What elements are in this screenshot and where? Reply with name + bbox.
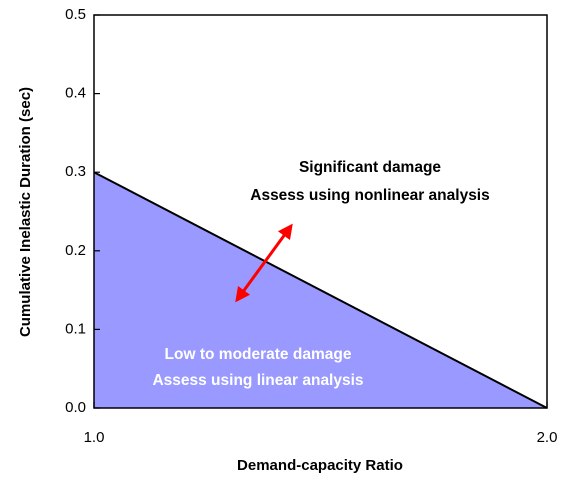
annotation: Assess using nonlinear analysis: [250, 187, 490, 204]
y-tick-label: 0.1: [65, 320, 86, 337]
annotation: Significant damage: [299, 159, 441, 176]
y-tick-label: 0.2: [65, 242, 86, 259]
y-tick-label: 0.5: [65, 6, 86, 23]
x-axis-label: Demand-capacity Ratio: [237, 457, 403, 474]
plot-frame: [93, 14, 548, 409]
y-tick-label: 0.4: [65, 85, 86, 102]
y-tick-label: 0.0: [65, 399, 86, 416]
y-tick-label: 0.3: [65, 163, 86, 180]
x-tick-label: 2.0: [537, 429, 558, 446]
annotation: Assess using linear analysis: [152, 372, 363, 389]
arrow: [235, 223, 293, 303]
x-tick-label: 1.0: [84, 429, 105, 446]
annotation: Low to moderate damage: [165, 346, 352, 363]
area-edge: [93, 171, 548, 409]
y-axis-label: Cumulative Inelastic Duration (sec): [17, 87, 34, 337]
